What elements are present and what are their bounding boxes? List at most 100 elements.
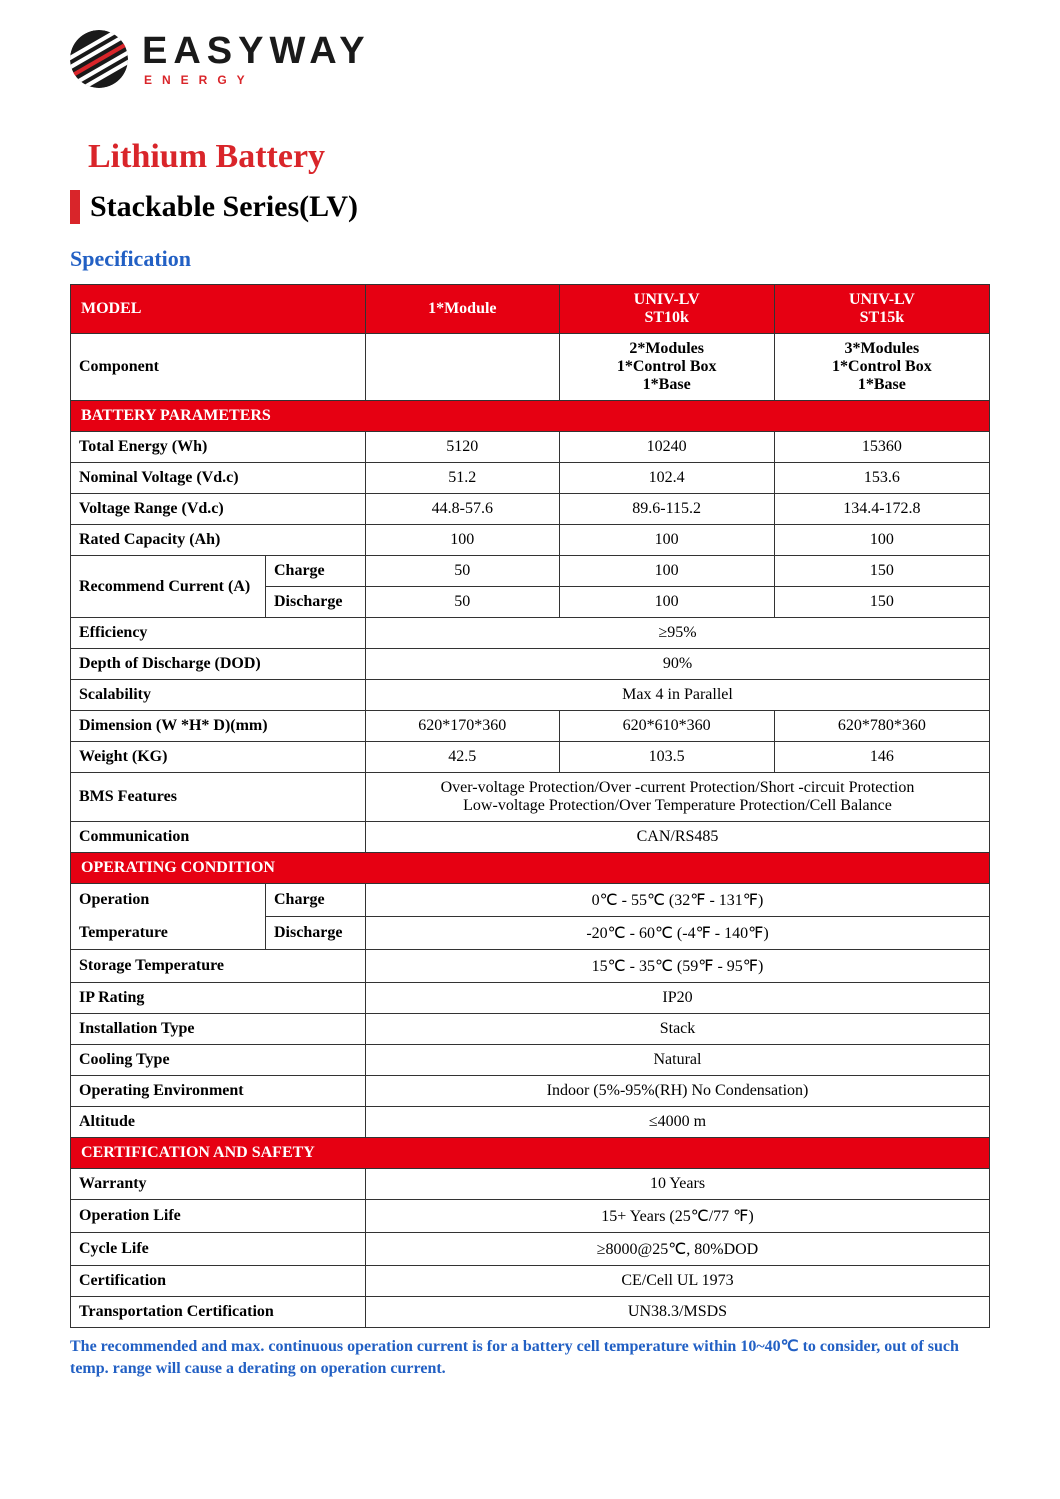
cell-label: Nominal Voltage (Vd.c) [71, 463, 366, 494]
cell-label: Operating Environment [71, 1076, 366, 1107]
cell-label: Certification [71, 1266, 366, 1297]
row-cycle-life: Cycle Life ≥8000@25℃, 80%DOD [71, 1233, 990, 1266]
row-weight: Weight (KG) 42.5 103.5 146 [71, 742, 990, 773]
row-warranty: Warranty 10 Years [71, 1169, 990, 1200]
cell-val: 5120 [366, 432, 560, 463]
row-transport-cert: Transportation Certification UN38.3/MSDS [71, 1297, 990, 1328]
cell-label: Communication [71, 822, 366, 853]
header-row: MODEL 1*Module UNIV-LVST10k UNIV-LVST15k [71, 285, 990, 334]
cell-label: Depth of Discharge (DOD) [71, 649, 366, 680]
section-cert-label: CERTIFICATION AND SAFETY [71, 1138, 990, 1169]
cell-label: Installation Type [71, 1014, 366, 1045]
page: EASYWAY ENERGY Lithium Battery Stackable… [0, 0, 1060, 1421]
cell-label: Total Energy (Wh) [71, 432, 366, 463]
row-component: Component 2*Modules1*Control Box1*Base 3… [71, 334, 990, 401]
row-rec-current-charge: Recommend Current (A) Charge 50 100 150 [71, 556, 990, 587]
cell-val: Stack [366, 1014, 990, 1045]
cell-label: Voltage Range (Vd.c) [71, 494, 366, 525]
cell-val: Over-voltage Protection/Over -current Pr… [366, 773, 990, 822]
cell-val: -20℃ - 60℃ (-4℉ - 140℉) [366, 917, 990, 950]
cell-val: 100 [559, 587, 774, 618]
cell-val: IP20 [366, 983, 990, 1014]
bms-line2: Low-voltage Protection/Over Temperature … [374, 797, 981, 815]
cell-val: 100 [366, 525, 560, 556]
cell-label: Efficiency [71, 618, 366, 649]
row-op-temp-discharge: Temperature Discharge -20℃ - 60℃ (-4℉ - … [71, 917, 990, 950]
section-battery-label: BATTERY PARAMETERS [71, 401, 990, 432]
cell-val: ≤4000 m [366, 1107, 990, 1138]
cell-label: Operation [71, 884, 266, 917]
cell-val: 10 Years [366, 1169, 990, 1200]
cell-val: 42.5 [366, 742, 560, 773]
component-val-1 [366, 334, 560, 401]
cell-sublabel: Charge [266, 884, 366, 917]
cell-val: 153.6 [774, 463, 989, 494]
cell-val: 100 [559, 556, 774, 587]
row-voltage-range: Voltage Range (Vd.c) 44.8-57.6 89.6-115.… [71, 494, 990, 525]
cell-label: Temperature [71, 917, 266, 950]
cell-val: 620*780*360 [774, 711, 989, 742]
cell-val: UN38.3/MSDS [366, 1297, 990, 1328]
cell-label: Warranty [71, 1169, 366, 1200]
cell-label: Recommend Current (A) [71, 556, 266, 618]
cell-val: 150 [774, 587, 989, 618]
cell-val: 134.4-172.8 [774, 494, 989, 525]
cell-label: Cooling Type [71, 1045, 366, 1076]
cell-val: 15+ Years (25℃/77 ℉) [366, 1200, 990, 1233]
header-col-1: 1*Module [366, 285, 560, 334]
cell-label: Weight (KG) [71, 742, 366, 773]
cell-val: 146 [774, 742, 989, 773]
cell-val: Indoor (5%-95%(RH) No Condensation) [366, 1076, 990, 1107]
logo-text: EASYWAY ENERGY [142, 32, 371, 86]
cell-label: Cycle Life [71, 1233, 366, 1266]
component-val-3: 3*Modules1*Control Box1*Base [774, 334, 989, 401]
row-rated-capacity: Rated Capacity (Ah) 100 100 100 [71, 525, 990, 556]
row-op-env: Operating Environment Indoor (5%-95%(RH)… [71, 1076, 990, 1107]
cell-val: ≥95% [366, 618, 990, 649]
row-certification: Certification CE/Cell UL 1973 [71, 1266, 990, 1297]
row-bms: BMS Features Over-voltage Protection/Ove… [71, 773, 990, 822]
title-sub-wrap: Stackable Series(LV) [70, 190, 990, 224]
cell-label: Storage Temperature [71, 950, 366, 983]
bms-line1: Over-voltage Protection/Over -current Pr… [374, 779, 981, 797]
section-battery: BATTERY PARAMETERS [71, 401, 990, 432]
cell-val: 102.4 [559, 463, 774, 494]
cell-label: Scalability [71, 680, 366, 711]
row-nominal-voltage: Nominal Voltage (Vd.c) 51.2 102.4 153.6 [71, 463, 990, 494]
cell-val: 89.6-115.2 [559, 494, 774, 525]
cell-val: 150 [774, 556, 989, 587]
row-cooling: Cooling Type Natural [71, 1045, 990, 1076]
row-efficiency: Efficiency ≥95% [71, 618, 990, 649]
footnote: The recommended and max. continuous oper… [70, 1336, 990, 1381]
header-col-2: UNIV-LVST10k [559, 285, 774, 334]
cell-val: 103.5 [559, 742, 774, 773]
row-dimension: Dimension (W *H* D)(mm) 620*170*360 620*… [71, 711, 990, 742]
cell-val: 15℃ - 35℃ (59℉ - 95℉) [366, 950, 990, 983]
section-cert: CERTIFICATION AND SAFETY [71, 1138, 990, 1169]
cell-val: Natural [366, 1045, 990, 1076]
row-ip: IP Rating IP20 [71, 983, 990, 1014]
cell-val: 90% [366, 649, 990, 680]
row-altitude: Altitude ≤4000 m [71, 1107, 990, 1138]
section-operating-label: OPERATING CONDITION [71, 853, 990, 884]
cell-val: 44.8-57.6 [366, 494, 560, 525]
header-col-3: UNIV-LVST15k [774, 285, 989, 334]
cell-val: 100 [774, 525, 989, 556]
cell-val: Max 4 in Parallel [366, 680, 990, 711]
cell-val: 0℃ - 55℃ (32℉ - 131℉) [366, 884, 990, 917]
cell-val: 620*170*360 [366, 711, 560, 742]
row-op-temp-charge: Operation Charge 0℃ - 55℃ (32℉ - 131℉) [71, 884, 990, 917]
row-storage-temp: Storage Temperature 15℃ - 35℃ (59℉ - 95℉… [71, 950, 990, 983]
row-dod: Depth of Discharge (DOD) 90% [71, 649, 990, 680]
cell-val: 51.2 [366, 463, 560, 494]
cell-val: 15360 [774, 432, 989, 463]
component-label: Component [71, 334, 366, 401]
cell-val: CE/Cell UL 1973 [366, 1266, 990, 1297]
cell-val: 50 [366, 587, 560, 618]
logo-main-text: EASYWAY [142, 32, 371, 70]
title-accent-bar [70, 190, 80, 224]
cell-label: IP Rating [71, 983, 366, 1014]
spec-heading: Specification [70, 246, 990, 272]
row-total-energy: Total Energy (Wh) 5120 10240 15360 [71, 432, 990, 463]
header-model: MODEL [71, 285, 366, 334]
